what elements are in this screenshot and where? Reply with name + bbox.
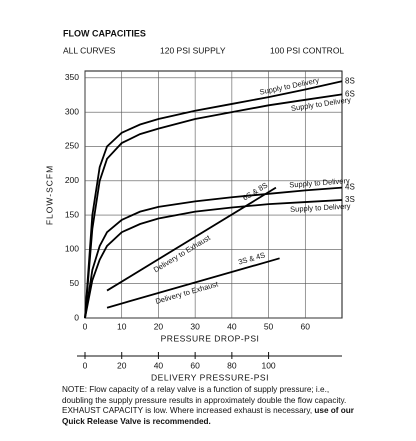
chart-title: FLOW CAPACITIES: [63, 28, 146, 38]
x2-tick-label: 60: [190, 360, 200, 370]
x-tick-label: 30: [190, 321, 200, 331]
x2-tick-label: 40: [154, 360, 164, 370]
curve-label: Delivery to Exhaust: [152, 233, 213, 275]
y-tick-label: 350: [65, 72, 79, 82]
x2-axis-label: DELIVERY PRESSURE-PSI: [151, 372, 269, 382]
note-text: NOTE: Flow capacity of a relay valve is …: [62, 385, 347, 415]
x-tick-label: 60: [301, 321, 311, 331]
x2-tick-label: 80: [227, 360, 237, 370]
x-tick-label: 0: [83, 321, 88, 331]
curve: [84, 199, 343, 319]
x2-tick-label: 20: [117, 360, 127, 370]
x-tick-label: 20: [154, 321, 164, 331]
y-tick-label: 150: [65, 209, 79, 219]
subtitle: 100 PSI CONTROL: [270, 45, 344, 55]
x-tick-label: 40: [227, 321, 237, 331]
curve: [84, 93, 343, 319]
x2-tick-label: 0: [83, 360, 88, 370]
subtitle: ALL CURVES: [63, 45, 116, 55]
y-axis-label: FLOW-SCFM: [44, 165, 54, 225]
x2-tick-label: 100: [261, 360, 275, 370]
curve: [84, 186, 343, 319]
curve: [106, 186, 277, 292]
y-tick-label: 0: [74, 312, 79, 322]
y-tick-label: 100: [65, 244, 79, 254]
y-tick-label: 200: [65, 175, 79, 185]
curve-label: Supply to Delivery: [290, 201, 351, 213]
series-name: 6S: [345, 89, 355, 98]
curve-label: Supply to Delivery: [289, 176, 350, 189]
curve: [106, 257, 280, 309]
curve-label: Delivery to Exhaust: [154, 279, 219, 306]
series-name: 3S: [345, 195, 355, 204]
x-tick-label: 10: [117, 321, 127, 331]
series-name: 4S: [345, 183, 355, 192]
y-tick-label: 50: [70, 278, 80, 288]
chart: FLOW CAPACITIES ALL CURVES 120 PSI SUPPL…: [44, 28, 355, 382]
series-name: 8S: [345, 76, 355, 85]
subtitle: 120 PSI SUPPLY: [160, 45, 226, 55]
series-name: 6S & 8S: [241, 181, 269, 203]
x-tick-label: 50: [264, 321, 274, 331]
note-emphasis: use of our Quick Release Valve is recomm…: [62, 406, 354, 426]
note: NOTE: Flow capacity of a relay valve is …: [62, 385, 362, 427]
x-axis-label: PRESSURE DROP-PSI: [161, 333, 260, 343]
y-tick-label: 250: [65, 141, 79, 151]
curve: [84, 80, 343, 319]
y-tick-label: 300: [65, 106, 79, 116]
